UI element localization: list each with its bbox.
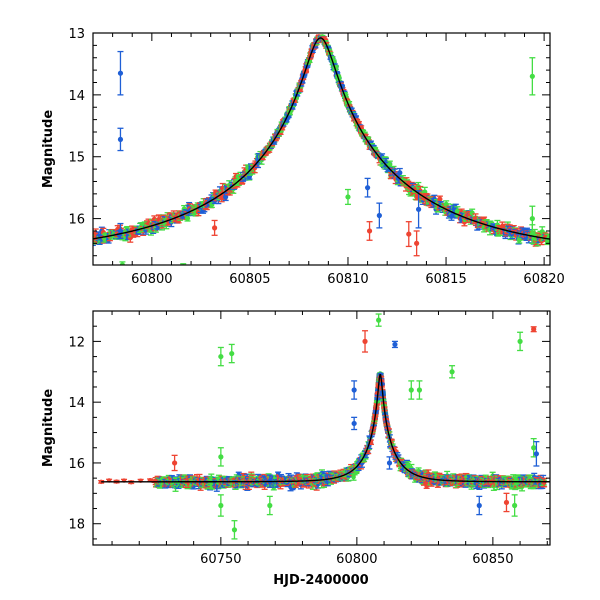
green-data-point bbox=[345, 194, 351, 200]
red-data-point bbox=[414, 240, 420, 246]
x-tick-label: 60810 bbox=[327, 272, 368, 287]
green-data-point bbox=[469, 210, 475, 216]
y-tick-label: 13 bbox=[68, 27, 85, 42]
blue-data-point bbox=[376, 212, 382, 219]
green-data-point bbox=[529, 216, 535, 222]
blue-data-point bbox=[117, 228, 124, 234]
bottom-data-points bbox=[98, 313, 548, 540]
top-model-curve bbox=[93, 37, 550, 240]
red-data-point bbox=[406, 231, 412, 237]
top-panel: 60800 60805 60810 60815 60820 13 14 15 16 Magnit… bbox=[41, 27, 565, 287]
blue-data-point bbox=[117, 70, 124, 76]
blue-data-point bbox=[364, 185, 371, 191]
blue-data-point bbox=[415, 206, 422, 212]
green-data-point bbox=[119, 262, 126, 265]
green-data-point bbox=[546, 238, 550, 245]
top-y-axis-label: Magnitude bbox=[41, 110, 56, 189]
red-data-point bbox=[366, 228, 373, 234]
y-tick-label: 16 bbox=[68, 213, 85, 228]
red-data-point bbox=[437, 196, 443, 202]
top-frame bbox=[92, 32, 551, 266]
red-data-point bbox=[212, 225, 218, 231]
red-data-point bbox=[151, 216, 157, 222]
green-data-point bbox=[184, 215, 191, 221]
x-tick-label: 60815 bbox=[425, 272, 466, 287]
top-data-points bbox=[93, 34, 550, 265]
blue-data-point bbox=[117, 136, 124, 143]
blue-data-point bbox=[397, 170, 403, 176]
green-data-point bbox=[529, 73, 535, 79]
x-tick-label: 60820 bbox=[523, 272, 564, 287]
green-data-point bbox=[387, 161, 393, 168]
x-tick-label: 60800 bbox=[131, 272, 172, 287]
y-tick-label: 15 bbox=[68, 151, 85, 166]
top-ticks: 60800 60805 60810 60815 60820 13 14 15 16 bbox=[68, 27, 564, 287]
y-tick-label: 14 bbox=[68, 89, 85, 104]
x-tick-label: 60805 bbox=[229, 272, 270, 287]
